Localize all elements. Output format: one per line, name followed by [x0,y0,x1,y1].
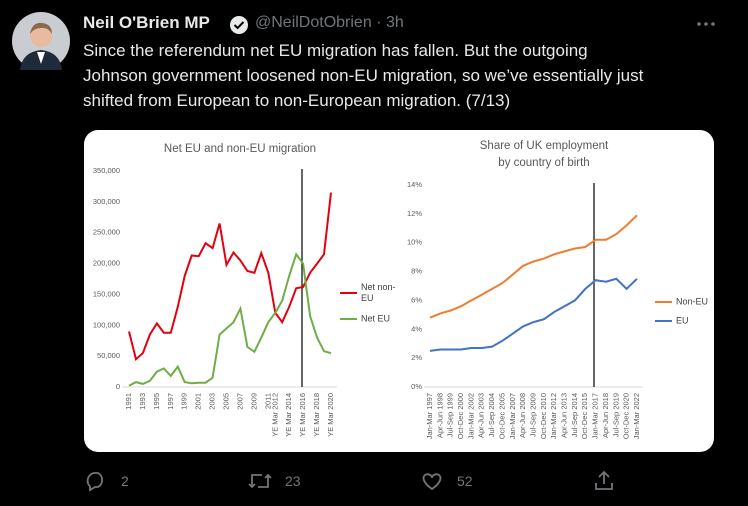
x-tick-label: Oct-Dec 2000 [456,393,465,439]
y-tick-label: 0 [116,382,120,391]
x-tick-label: Jul-Sep 2004 [487,393,496,437]
x-tick-label: 1997 [166,393,175,410]
x-tick-label: YE Mar 2014 [284,393,293,437]
x-tick-label: Apr-Jun 2003 [477,393,486,438]
legend-label: EU [676,315,689,326]
x-tick-label: 1993 [138,393,147,410]
author-handle[interactable]: @NeilDotObrien · 3h [255,14,404,31]
like-icon[interactable] [420,470,444,492]
tweet-text: Since the referendum net EU migration ha… [83,41,588,60]
like-count: 52 [457,473,473,489]
share-icon[interactable] [593,469,615,493]
x-tick-label: Jan-Mar 2007 [508,393,517,439]
y-tick-label: 2% [411,353,422,362]
verified-badge [230,16,248,34]
y-tick-label: 0% [411,382,422,391]
reply-count: 2 [121,473,129,489]
series-line [429,277,638,352]
x-tick-label: Jan-Mar 2022 [632,393,641,439]
chart-title: Share of UK employment [480,140,609,152]
x-tick-label: Jan-Mar 2017 [591,393,600,439]
y-tick-label: 250,000 [93,228,120,237]
y-tick-label: 300,000 [93,197,120,206]
y-tick-label: 200,000 [93,259,120,268]
y-tick-label: 50,000 [97,351,120,360]
tweet-text: shifted from European to non-European mi… [83,91,511,110]
series-line [429,214,638,319]
x-tick-label: Apr-Jun 2008 [518,393,527,438]
y-tick-label: 100,000 [93,320,120,329]
media-image[interactable] [84,130,714,452]
x-tick-label: Apr-Jun 1998 [435,393,444,438]
legend-label: Net non-EU [361,282,396,303]
x-tick-label: 2005 [222,393,231,410]
avatar[interactable] [12,12,70,70]
series-line [128,192,332,362]
x-tick-label: Oct-Dec 2020 [622,393,631,439]
x-tick-label: Jul-Sep 2019 [611,393,620,437]
x-tick-label: Oct-Dec 2010 [539,393,548,439]
author-name[interactable]: Neil O'Brien MP [83,13,210,32]
x-tick-label: 2003 [208,393,217,410]
x-tick-label: Jan-Mar 1997 [425,393,434,439]
y-tick-label: 8% [411,267,422,276]
x-tick-label: YE Mar 2018 [312,393,321,437]
y-tick-label: 350,000 [93,166,120,175]
y-tick-label: 12% [407,209,422,218]
x-tick-label: Jul-Sep 1999 [446,393,455,437]
tweet-text: Johnson government loosened non-EU migra… [83,66,644,85]
x-tick-label: YE Mar 2012 [270,393,279,437]
chart-title: Net EU and non-EU migration [164,143,316,155]
x-tick-label: Oct-Dec 2005 [497,393,506,439]
x-tick-label: 1991 [124,393,133,410]
x-tick-label: Apr-Jun 2018 [601,393,610,438]
y-tick-label: 150,000 [93,289,120,298]
x-tick-label: 2009 [249,393,258,410]
x-tick-label: 2001 [194,393,203,410]
x-tick-label: Oct-Dec 2015 [580,393,589,439]
y-tick-label: 14% [407,180,422,189]
more-button[interactable] [695,16,717,32]
x-tick-label: 1999 [180,393,189,410]
series-line [128,252,332,387]
x-tick-label: Jan-Mar 2002 [466,393,475,439]
y-tick-label: 6% [411,295,422,304]
reply-icon[interactable] [84,470,108,492]
y-tick-label: 10% [407,238,422,247]
x-tick-label: Jul-Sep 2009 [528,393,537,437]
x-tick-label: YE Mar 2016 [298,393,307,437]
y-tick-label: 4% [411,324,422,333]
x-tick-label: YE Mar 2020 [326,393,335,437]
x-tick-label: 2007 [235,393,244,410]
retweet-icon[interactable] [247,470,273,492]
x-tick-label: 1995 [152,393,161,410]
legend-label: Non-EU [676,296,709,307]
legend-label: Net EU [361,313,391,324]
chart-title: by country of birth [498,157,589,169]
x-tick-label: Jul-Sep 2014 [570,393,579,437]
x-tick-label: Jan-Mar 2012 [549,393,558,439]
x-tick-label: 2011 [263,393,272,409]
x-tick-label: Apr-Jun 2013 [560,393,569,438]
retweet-count: 23 [285,473,301,489]
